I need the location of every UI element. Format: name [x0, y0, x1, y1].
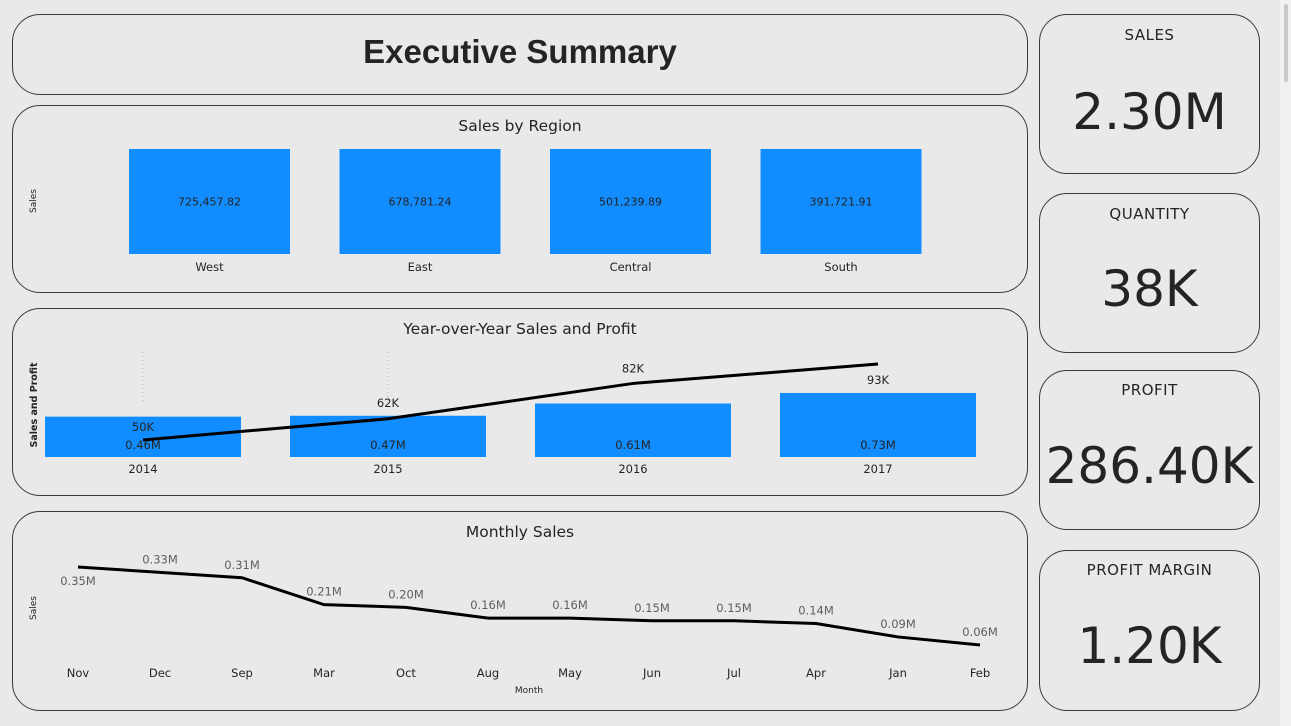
- sales-line: [77, 565, 981, 647]
- x-tick-label: Feb: [970, 666, 990, 680]
- data-label: 0.15M: [716, 601, 752, 615]
- x-tick-label: Jul: [726, 666, 741, 680]
- vertical-scrollbar[interactable]: [1280, 0, 1291, 726]
- sales-by-region-card[interactable]: Sales by Region Sales 725,457.82 West 678,7…: [12, 105, 1028, 293]
- kpi-value: 38K: [1101, 260, 1198, 318]
- kpi-label: PROFIT MARGIN: [1086, 561, 1213, 579]
- line-data-label: 93K: [867, 373, 890, 387]
- bar: [129, 149, 290, 254]
- kpi-value: 1.20K: [1077, 617, 1222, 675]
- scrollbar-thumb[interactable]: [1284, 4, 1288, 82]
- y-axis-label: Sales and Profit: [29, 362, 40, 447]
- x-tick-label: East: [408, 260, 433, 274]
- x-tick-label: Nov: [67, 666, 90, 680]
- bar-data-label: 0.47M: [370, 438, 406, 452]
- line-data-label: 82K: [622, 361, 645, 375]
- kpi-card-sales[interactable]: SALES 2.30M: [1039, 14, 1260, 174]
- bar-data-label: 0.46M: [125, 438, 161, 452]
- data-label: 0.15M: [634, 601, 670, 615]
- x-tick-label: Sep: [231, 666, 253, 680]
- page-title: Executive Summary: [363, 33, 677, 70]
- y-axis-label: Sales: [29, 189, 39, 213]
- kpi-label: PROFIT: [1121, 381, 1178, 399]
- data-label: 678,781.24: [389, 196, 452, 209]
- data-label: 725,457.82: [178, 196, 241, 209]
- kpi-value: 286.40K: [1045, 437, 1254, 495]
- x-tick-label: 2014: [128, 462, 157, 476]
- kpi-card-quantity[interactable]: QUANTITY 38K: [1039, 193, 1260, 353]
- x-tick-label: West: [195, 260, 224, 274]
- bar: [535, 403, 731, 457]
- yoy-sales-profit-card[interactable]: Year-over-Year Sales and Profit Sales an…: [12, 308, 1028, 496]
- line-data-label: 50K: [132, 420, 155, 434]
- data-label: 0.33M: [142, 552, 178, 566]
- x-tick-label: Mar: [313, 666, 335, 680]
- bar: [780, 392, 976, 457]
- data-label: 0.16M: [552, 598, 588, 612]
- data-label: 391,721.91: [810, 196, 873, 209]
- monthly-sales-chart: Sales 0.35M Nov 0.33M Dec 0.31M Sep 0.21M Mar 0.2…: [29, 552, 998, 696]
- x-tick-label: Central: [610, 260, 652, 274]
- monthly-sales-card[interactable]: Monthly Sales Sales 0.35M Nov 0.33M Dec 0.31M…: [12, 511, 1028, 711]
- x-tick-label: Oct: [396, 666, 416, 680]
- kpi-label: QUANTITY: [1109, 205, 1190, 223]
- x-tick-label: 2017: [863, 462, 892, 476]
- data-label: 0.09M: [880, 617, 916, 631]
- line-data-label: 62K: [377, 396, 400, 410]
- x-tick-label: Jun: [642, 666, 661, 680]
- profit-line: [142, 362, 879, 442]
- x-tick-label: South: [824, 260, 857, 274]
- data-label: 0.06M: [962, 625, 998, 639]
- title-card: Executive Summary: [12, 14, 1028, 95]
- data-label: 0.16M: [470, 598, 506, 612]
- x-tick-label: Apr: [806, 666, 826, 680]
- x-tick-label: 2015: [373, 462, 402, 476]
- y-axis-label: Sales: [29, 596, 39, 620]
- bar: [45, 416, 241, 457]
- bar-data-label: 0.61M: [615, 438, 651, 452]
- data-label: 0.20M: [388, 587, 424, 601]
- chart-title: Year-over-Year Sales and Profit: [403, 320, 637, 338]
- data-label: 501,239.89: [599, 196, 662, 209]
- bar: [550, 149, 711, 254]
- x-axis-label: Month: [515, 686, 543, 696]
- data-label: 0.14M: [798, 603, 834, 617]
- data-label: 0.31M: [224, 558, 260, 572]
- x-tick-label: Aug: [477, 666, 499, 680]
- x-tick-label: May: [558, 666, 582, 680]
- bar: [290, 415, 486, 457]
- bar-data-label: 0.73M: [860, 438, 896, 452]
- x-tick-label: Jan: [888, 666, 907, 680]
- chart-title: Sales by Region: [458, 117, 582, 135]
- data-label: 0.21M: [306, 585, 342, 599]
- x-tick-label: 2016: [618, 462, 647, 476]
- yoy-sales-profit-chart: Sales and Profit 0.46M 2014 0.47M 2015 0.61M 2…: [29, 352, 976, 476]
- kpi-card-profit[interactable]: PROFIT 286.40K: [1039, 370, 1260, 530]
- data-label: 0.35M: [60, 574, 96, 588]
- kpi-value: 2.30M: [1072, 83, 1227, 141]
- bar: [760, 149, 922, 254]
- sales-by-region-chart: Sales 725,457.82 West 678,781.24 East 501,239…: [29, 149, 922, 274]
- bar: [339, 149, 501, 254]
- chart-title: Monthly Sales: [465, 523, 575, 541]
- kpi-card-profit-margin[interactable]: PROFIT MARGIN 1.20K: [1039, 550, 1260, 711]
- kpi-label: SALES: [1124, 26, 1175, 44]
- x-tick-label: Dec: [149, 666, 171, 680]
